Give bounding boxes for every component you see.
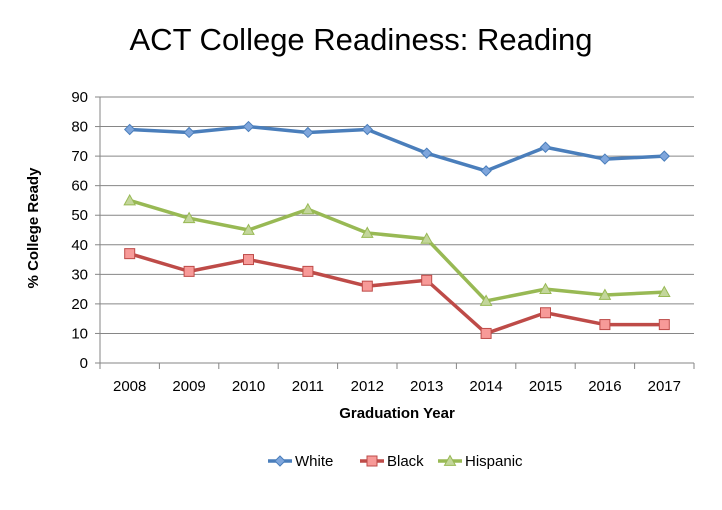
y-axis-title: % College Ready [25,167,42,289]
y-tick-label: 50 [71,207,88,224]
data-point-white [480,165,492,177]
data-point-black [540,307,551,319]
data-point-black [421,274,433,286]
chart-title: ACT College Readiness: Reading [130,22,593,57]
y-tick-label: 40 [71,237,88,254]
legend-item-white: White [268,453,333,470]
data-point-hispanic [182,211,196,224]
x-tick-label: 2008 [113,378,146,395]
x-tick-label: 2014 [469,378,502,395]
data-point-white [183,126,195,139]
series-hispanic [123,193,671,306]
x-tick-label: 2009 [172,378,205,395]
data-point-white [658,150,671,162]
y-tick-label: 80 [71,119,88,136]
data-point-hispanic [301,202,315,215]
y-tick-label: 30 [71,266,88,283]
legend-label-hispanic: Hispanic [465,453,523,470]
data-point-hispanic [598,288,612,300]
series-line-hispanic [129,198,665,303]
legend-marker-black [366,455,378,467]
data-point-black [302,265,314,277]
legend-item-hispanic: Hispanic [438,453,523,470]
y-tick-label: 70 [71,148,88,165]
x-axis-title: Graduation Year [339,405,455,422]
y-tick-label: 0 [80,355,88,372]
series-white [123,120,671,177]
legend-label-black: Black [387,453,424,470]
data-point-hispanic [539,282,552,295]
y-tick-label: 90 [71,89,88,106]
data-point-black [243,254,254,266]
data-point-white [302,126,314,139]
x-tick-label: 2012 [351,378,384,395]
legend-label-white: White [295,453,333,470]
data-point-black [124,248,136,260]
data-point-white [123,123,136,136]
series-black [124,248,670,339]
data-point-black [480,327,492,339]
data-point-white [599,153,611,165]
gridlines [100,96,694,334]
data-point-white [539,141,552,153]
data-point-hispanic [657,285,671,297]
series-lines [123,120,671,339]
legend-marker-hispanic [443,454,457,466]
x-tick-label: 2015 [529,378,562,395]
legend-item-black: Black [360,453,424,470]
data-point-white [420,147,433,159]
x-tick-label: 2011 [292,378,324,395]
y-tick-label: 10 [71,325,88,342]
data-point-black [361,280,373,292]
data-point-black [599,319,611,331]
legend: White Black Hispanic [268,453,523,470]
series-line-white [129,124,665,173]
data-point-white [242,120,255,133]
y-tick-label: 20 [71,296,88,313]
legend-marker-white [274,455,286,467]
data-point-black [183,265,195,277]
data-point-hispanic [479,294,493,306]
series-line-black [129,251,665,336]
x-tick-label: 2010 [232,378,265,395]
data-point-black [658,319,670,331]
x-tick-label: 2013 [410,378,443,395]
data-point-hispanic [242,223,255,235]
data-point-white [361,123,374,136]
x-axis-ticks: 2008 2009 2010 2011 2012 2013 2014 2015 2016 2017 [99,363,695,395]
x-tick-label: 2016 [588,378,621,395]
y-axis-ticks: 0 10 20 30 40 50 60 70 80 90 [71,89,100,372]
y-tick-label: 60 [71,178,88,195]
data-point-hispanic [420,232,434,244]
data-point-hispanic [123,193,137,206]
data-point-hispanic [360,226,374,238]
x-tick-label: 2017 [648,378,681,395]
